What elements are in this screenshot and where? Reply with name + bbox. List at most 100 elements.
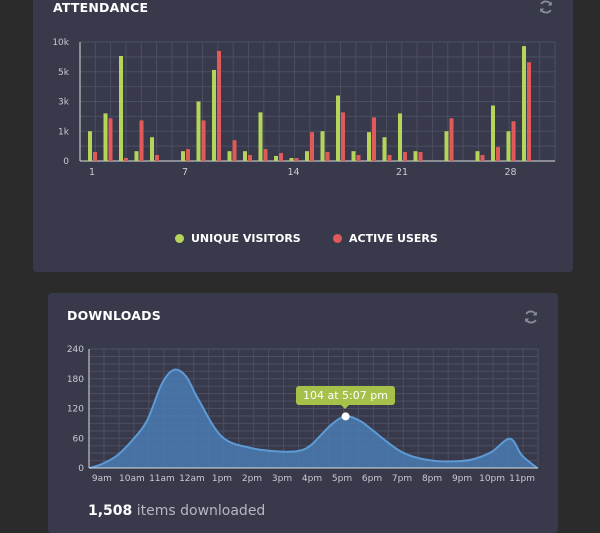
bar-active-users bbox=[511, 121, 516, 161]
legend-active-users[interactable]: ACTIVE USERS bbox=[333, 232, 438, 245]
x-tick-label: 14 bbox=[287, 167, 299, 178]
bar-unique-visitors bbox=[506, 131, 511, 161]
x-tick-label: 12am bbox=[179, 474, 205, 484]
highlight-point bbox=[341, 412, 350, 421]
attendance-chart: 0 1k 3k 5k 10k 1 7 14 21 28 bbox=[52, 38, 556, 178]
y-tick-label: 10k bbox=[52, 38, 69, 48]
bar-active-users bbox=[201, 120, 206, 161]
bar-active-users bbox=[124, 158, 128, 161]
x-tick-label: 6pm bbox=[362, 474, 382, 484]
x-tick-label: 10pm bbox=[479, 474, 505, 484]
downloads-card: DOWNLOADS bbox=[48, 293, 558, 533]
bar-active-users bbox=[496, 147, 500, 161]
bar-active-users bbox=[325, 152, 330, 161]
x-tick-label: 28 bbox=[504, 167, 516, 178]
bar-active-users bbox=[372, 117, 376, 161]
bar-unique-visitors bbox=[274, 155, 278, 161]
bar-unique-visitors bbox=[196, 101, 201, 161]
y-tick-label: 60 bbox=[73, 434, 85, 444]
legend-unique-visitors[interactable]: UNIQUE VISITORS bbox=[175, 232, 301, 245]
bar-unique-visitors bbox=[444, 131, 449, 161]
x-tick-label: 9am bbox=[92, 474, 112, 484]
bar-active-users bbox=[155, 155, 159, 161]
attendance-title: ATTENDANCE bbox=[53, 0, 149, 15]
bar-unique-visitors bbox=[227, 151, 232, 161]
bar-active-users bbox=[186, 149, 190, 161]
bar-active-users bbox=[279, 152, 283, 161]
downloads-summary: 1,508 items downloaded bbox=[88, 503, 265, 519]
downloads-count: 1,508 bbox=[88, 503, 133, 519]
downloads-title: DOWNLOADS bbox=[67, 308, 161, 323]
bar-active-users bbox=[93, 152, 97, 161]
bar-unique-visitors bbox=[475, 151, 480, 161]
bar-active-users bbox=[310, 132, 314, 161]
bar-active-users bbox=[217, 50, 221, 161]
x-tick-label: 3pm bbox=[272, 474, 292, 484]
bar-unique-visitors bbox=[382, 137, 387, 161]
downloads-chart: 0 60 120 180 240 9am 10am 11am 12am 1pm 2pm 3pm 4pm 5… bbox=[67, 345, 539, 484]
chart-tooltip: 104 at 5:07 pm bbox=[296, 386, 395, 409]
x-tick-label: 4pm bbox=[302, 474, 322, 484]
refresh-icon[interactable] bbox=[538, 0, 554, 15]
bar-unique-visitors bbox=[413, 151, 418, 161]
x-tick-label: 1pm bbox=[212, 474, 232, 484]
refresh-icon[interactable] bbox=[523, 309, 539, 325]
bar-unique-visitors bbox=[258, 112, 263, 161]
bar-active-users bbox=[341, 112, 345, 161]
bar-unique-visitors bbox=[351, 151, 356, 161]
y-tick-label: 0 bbox=[63, 157, 69, 167]
bar-active-users bbox=[139, 120, 144, 161]
y-tick-label: 180 bbox=[67, 375, 84, 385]
bar-active-users bbox=[403, 152, 407, 161]
bar-unique-visitors bbox=[491, 105, 495, 161]
bar-unique-visitors bbox=[289, 158, 294, 161]
y-tick-label: 5k bbox=[58, 68, 70, 78]
legend-label: UNIQUE VISITORS bbox=[191, 232, 301, 245]
bar-active-users bbox=[263, 149, 268, 161]
x-tick-label: 5pm bbox=[332, 474, 352, 484]
x-tick-label: 2pm bbox=[242, 474, 262, 484]
bar-unique-visitors bbox=[398, 113, 402, 161]
x-tick-label: 1 bbox=[89, 167, 95, 178]
downloads-label: items downloaded bbox=[136, 503, 266, 519]
x-tick-label: 7 bbox=[182, 167, 188, 178]
bar-unique-visitors bbox=[336, 95, 340, 161]
bar-unique-visitors bbox=[103, 113, 108, 161]
legend-label: ACTIVE USERS bbox=[349, 232, 438, 245]
y-tick-label: 240 bbox=[67, 345, 84, 355]
legend-dot bbox=[175, 234, 184, 243]
bar-active-users bbox=[418, 152, 423, 161]
bar-active-users bbox=[108, 118, 113, 161]
bar-unique-visitors bbox=[88, 131, 92, 161]
y-tick-label: 3k bbox=[58, 98, 70, 108]
bar-active-users bbox=[232, 140, 237, 161]
y-tick-label: 120 bbox=[67, 405, 84, 415]
x-tick-label: 11pm bbox=[509, 474, 535, 484]
legend-dot bbox=[333, 234, 342, 243]
x-tick-label: 7pm bbox=[392, 474, 412, 484]
bar-active-users bbox=[387, 155, 392, 161]
bar-unique-visitors bbox=[119, 55, 123, 161]
x-tick-label: 21 bbox=[396, 167, 408, 178]
y-tick-label: 0 bbox=[78, 464, 84, 474]
bar-active-users bbox=[356, 155, 361, 161]
x-tick-label: 10am bbox=[119, 474, 145, 484]
bar-unique-visitors bbox=[305, 151, 309, 161]
bar-unique-visitors bbox=[150, 137, 154, 161]
bar-unique-visitors bbox=[367, 132, 371, 161]
bar-unique-visitors bbox=[320, 131, 325, 161]
bar-active-users bbox=[449, 118, 454, 161]
x-tick-label: 9pm bbox=[452, 474, 472, 484]
x-tick-label: 11am bbox=[149, 474, 175, 484]
bar-unique-visitors bbox=[243, 151, 247, 161]
downloads-line bbox=[89, 368, 538, 469]
bar-active-users bbox=[294, 158, 299, 161]
bar-unique-visitors bbox=[181, 151, 185, 161]
bar-unique-visitors bbox=[522, 46, 526, 161]
bar-active-users bbox=[527, 62, 531, 162]
bar-unique-visitors bbox=[134, 151, 139, 161]
x-tick-label: 8pm bbox=[422, 474, 442, 484]
bar-unique-visitors bbox=[212, 69, 216, 161]
y-tick-label: 1k bbox=[58, 127, 70, 137]
bar-active-users bbox=[480, 155, 485, 161]
